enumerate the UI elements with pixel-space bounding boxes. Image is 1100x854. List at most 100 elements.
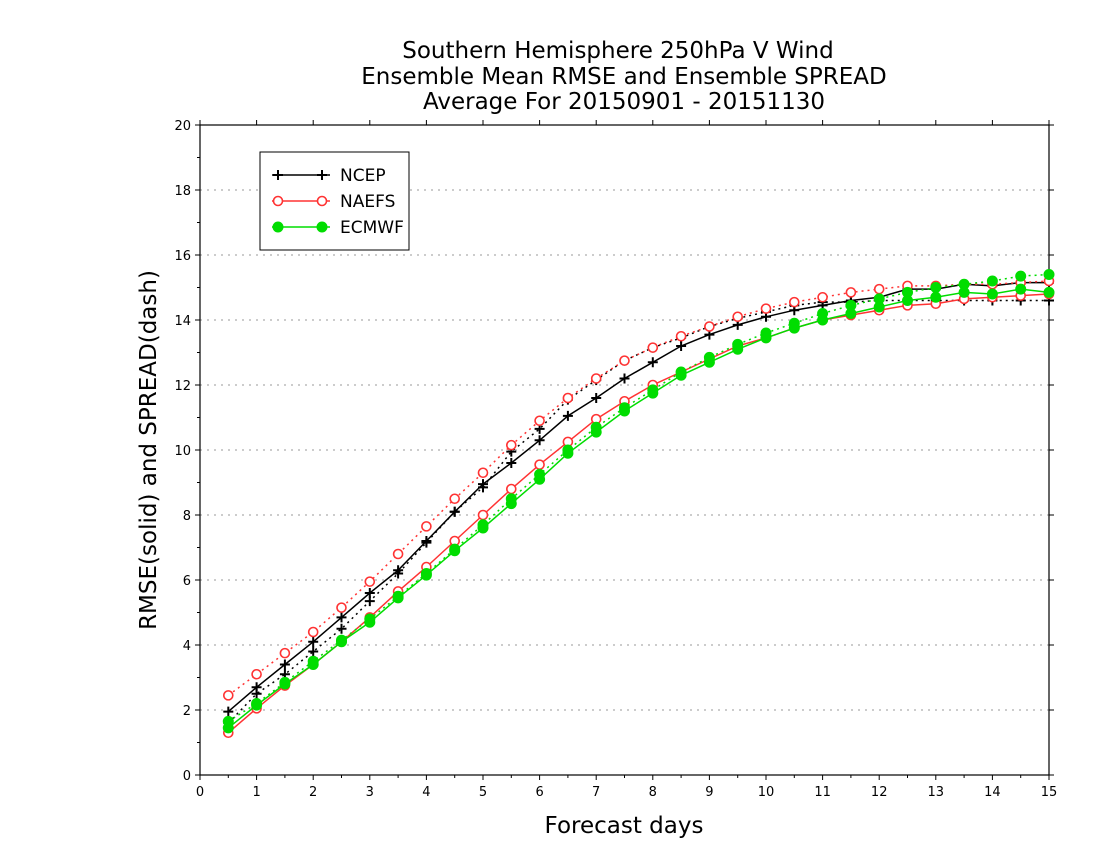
chart-title-line-3: Average For 20150901 - 20151130 [423,89,825,115]
series-ecmwf-rmse-point [958,286,970,298]
legend-label-ecmwf: ECMWF [340,218,404,238]
series-ecmwf-rmse-point [251,699,263,711]
x-tick-label: 6 [535,785,543,800]
series-ncep-spread-line [227,299,1049,724]
legend-label-naefs: NAEFS [340,192,395,212]
x-tick-label: 9 [705,785,713,800]
series-ecmwf-rmse-point [703,356,715,368]
series-naefs-spread-point [619,355,630,366]
series-ecmwf-rmse-point [675,369,687,381]
series-ecmwf-rmse-point [845,308,857,319]
series-naefs-spread-point [421,521,432,532]
series-naefs-spread-point [279,647,291,659]
series-ecmwf-rmse-point [279,678,291,690]
x-tick-label: 5 [479,785,487,800]
x-tick-label: 11 [814,785,831,800]
y-axis-label: RMSE(solid) and SPREAD(dash) [136,270,162,630]
legend-marker-naefs [272,195,328,207]
series-naefs-spread-point [845,287,857,298]
series-naefs-rmse-point [505,483,517,495]
series-ecmwf-rmse-point [534,473,546,485]
legend-label-ncep: NCEP [340,166,386,186]
y-tick-label: 16 [174,249,191,264]
y-tick-label: 6 [183,574,191,589]
series-ecmwf-rmse-point [873,301,885,313]
series-ecmwf-rmse-point [505,498,517,510]
x-tick-label: 2 [309,785,317,800]
y-tick-label: 10 [174,444,191,459]
series-ecmwf-rmse-point [222,722,234,734]
x-tick-label: 13 [928,785,945,800]
y-tick-label: 18 [174,184,191,199]
chart-title-line-1: Southern Hemisphere 250hPa V Wind [402,38,833,64]
x-tick-label: 15 [1041,785,1058,800]
series-ecmwf-rmse-point [449,545,461,557]
series-naefs-spread-point [505,439,517,451]
series-ecmwf-rmse-point [1015,283,1027,295]
series-naefs-spread-point [477,467,489,479]
y-tick-label: 12 [174,379,191,394]
series-naefs-spread-point [675,330,687,342]
series-naefs-spread-line [227,280,1050,697]
series-ncep [223,277,1054,728]
series-ecmwf-rmse-point [1043,286,1055,298]
y-tick-label: 2 [183,704,191,719]
series-naefs-rmse-point [534,459,545,470]
series-ecmwf-rmse-point [902,295,913,306]
series-naefs-spread-point [336,602,347,613]
chart-title-line-2: Ensemble Mean RMSE and Ensemble SPREAD [361,64,886,90]
series-ecmwf-rmse-point [647,387,659,399]
x-tick-label: 1 [252,785,260,800]
series-naefs-spread-point [590,373,602,384]
x-tick-label: 4 [422,785,430,800]
series-naefs-spread-point [223,690,234,701]
series-naefs-spread-point [817,291,828,303]
series-naefs [223,275,1055,739]
x-tick-label: 7 [592,785,600,800]
x-tick-label: 12 [871,785,888,800]
series-ecmwf-rmse-point [986,288,998,300]
series-ecmwf-rmse-point [930,291,942,303]
x-tick-label: 0 [196,785,204,800]
y-tick-label: 20 [174,119,191,134]
y-tick-label: 4 [183,639,191,654]
y-tick-label: 14 [174,314,191,329]
x-tick-label: 10 [758,785,775,800]
legend-marker-naefs-right [316,195,328,207]
series-ecmwf-rmse-point [619,405,630,417]
series-naefs-spread-point [704,321,715,332]
series-naefs-spread-point [873,283,885,295]
series-ecmwf-rmse-point [420,569,432,581]
series-naefs-spread-point [647,342,659,353]
series-ecmwf-rmse-point [392,592,404,604]
series-ecmwf-rmse-point [562,447,574,459]
series-naefs-rmse-line [227,293,1050,734]
series-naefs-spread-point [251,668,262,680]
series-ecmwf-spread-point [1043,269,1055,280]
legend-marker-ecmwf [272,221,328,233]
legend-marker-ecmwf-left [272,221,284,233]
series-naefs-spread-point [760,303,772,314]
series-ecmwf-rmse-point [788,322,800,334]
series-ecmwf-rmse-point [364,616,376,628]
series-naefs-spread-point [449,493,461,505]
series-ecmwf-rmse-point [336,636,347,648]
series-naefs-rmse-point [477,509,489,521]
series-naefs-spread-point [307,626,319,638]
series-ecmwf-spread-point [930,282,942,293]
series-ecmwf [222,269,1055,734]
series-ecmwf-spread-line [227,273,1050,723]
series-naefs-spread-point [534,415,545,427]
series-ecmwf-spread-point [1015,270,1027,282]
series-naefs-spread-point [788,296,800,308]
x-tick-label: 14 [984,785,1001,800]
y-tick-label: 8 [183,509,191,524]
legend-marker-ncep [273,170,327,180]
series-naefs-spread-point [732,311,744,323]
series-ncep-rmse-line [227,281,1049,713]
series-ecmwf-rmse-point [477,522,489,534]
series-naefs-spread-point [562,392,574,404]
y-tick-label: 0 [183,769,191,784]
x-tick-label: 8 [649,785,657,800]
series-ecmwf-rmse-point [307,659,319,670]
